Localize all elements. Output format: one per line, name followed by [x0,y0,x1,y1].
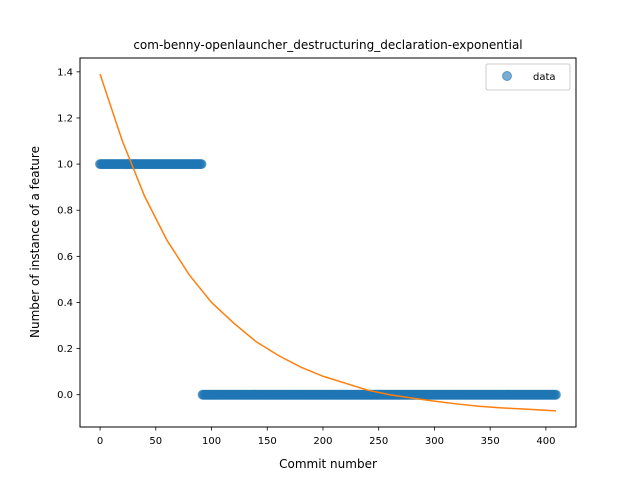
x-tick-label: 300 [425,436,444,447]
x-tick-label: 150 [258,436,277,447]
x-tick-label: 0 [97,436,103,447]
x-tick-label: 350 [481,436,500,447]
legend: data [485,63,571,91]
y-tick-label: 0.4 [57,298,73,309]
fit-line [99,73,556,412]
x-tick-label: 200 [313,436,332,447]
legend-label-data: data [533,72,556,83]
y-tick-label: 0.8 [57,206,73,217]
y-tick-label: 0.0 [57,390,73,401]
y-tick-label: 1.4 [57,67,73,78]
legend-box [485,63,571,91]
plot-frame [79,57,577,428]
legend-marker [502,71,512,81]
y-axis-ticks: 0.0 0.2 0.4 0.6 0.8 1.0 1.2 1.4 [57,67,80,401]
chart-title: com-benny-openlauncher_destructuring_dec… [133,38,522,52]
y-tick-label: 0.6 [57,252,73,263]
y-tick-label: 0.2 [57,344,73,355]
x-tick-label: 400 [536,436,555,447]
y-tick-label: 1.0 [57,160,73,171]
x-axis-label: Commit number [279,457,377,471]
data-points [95,159,561,400]
data-point [196,159,207,170]
y-tick-label: 1.2 [57,113,73,124]
x-tick-label: 50 [149,436,162,447]
x-axis-ticks: 0 50 100 150 200 250 300 350 400 [97,427,555,447]
data-point [550,389,561,400]
x-tick-label: 250 [369,436,388,447]
x-tick-label: 100 [202,436,221,447]
y-axis-label: Number of instance of a feature [28,146,42,338]
